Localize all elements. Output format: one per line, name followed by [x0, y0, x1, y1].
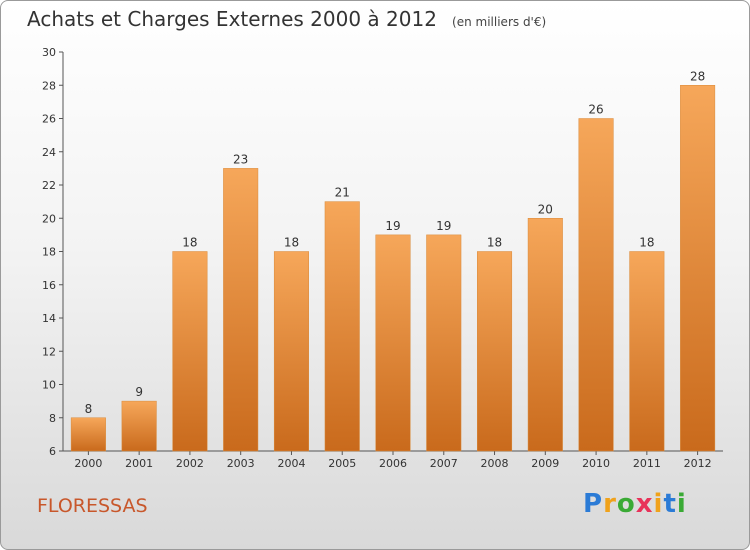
logo-letter: r [603, 489, 617, 519]
x-tick-label: 2004 [277, 457, 305, 470]
value-label: 8 [85, 402, 93, 416]
axes: 6 8 10 12 14 16 18 20 22 24 26 28 30 [42, 46, 723, 458]
bar-2000 [70, 417, 106, 452]
y-tick-label: 10 [42, 379, 56, 392]
x-tick-label: 2012 [684, 457, 712, 470]
y-tick-label: 28 [42, 79, 56, 92]
y-tick-label: 6 [49, 445, 56, 458]
y-tick-label: 24 [42, 146, 56, 159]
x-tick-label: 2007 [430, 457, 458, 470]
x-tick-label: 2005 [328, 457, 356, 470]
logo-letter: P [583, 489, 604, 519]
value-label: 18 [487, 236, 502, 250]
x-tick-label: 2000 [74, 457, 102, 470]
town-name: FLORESSAS [37, 495, 148, 517]
y-tick-label: 16 [42, 279, 56, 292]
value-label: 18 [639, 236, 654, 250]
bar-2007 [426, 234, 462, 452]
y-tick-label: 22 [42, 179, 56, 192]
y-tick-label: 26 [42, 113, 56, 126]
y-tick-label: 14 [42, 312, 56, 325]
x-tick-label: 2009 [531, 457, 559, 470]
bar-2003 [223, 168, 259, 452]
bar-2001 [121, 400, 157, 452]
x-tick-label: 2011 [633, 457, 661, 470]
chart-title: Achats et Charges Externes 2000 à 2012 (… [27, 7, 546, 31]
value-label: 23 [233, 152, 248, 166]
y-tick-label: 8 [49, 412, 56, 425]
value-label: 19 [385, 219, 400, 233]
x-tick-label: 2002 [176, 457, 204, 470]
bar-2012 [680, 85, 716, 452]
logo-letter: i [653, 489, 664, 519]
y-tick-label: 18 [42, 246, 56, 259]
logo-letter: t [663, 489, 677, 519]
value-label: 19 [436, 219, 451, 233]
bar-2011 [629, 251, 665, 452]
bar-2002 [172, 251, 208, 452]
value-label: 18 [284, 236, 299, 250]
y-tick-label: 30 [42, 46, 56, 59]
bar-2010 [578, 118, 614, 452]
proxiti-logo: Proxiti [583, 489, 687, 519]
logo-letter: i [676, 489, 687, 519]
logo-letter: x [635, 489, 654, 519]
x-tick-label: 2001 [125, 457, 153, 470]
logo-letter: o [616, 489, 636, 519]
x-tick-label: 2010 [582, 457, 610, 470]
bars [70, 85, 716, 452]
bar-2006 [375, 234, 411, 452]
bar-2004 [273, 251, 309, 452]
value-label: 20 [538, 202, 553, 216]
chart-unit: (en milliers d'€) [452, 15, 547, 29]
bar-2009 [527, 218, 563, 452]
value-label: 28 [690, 69, 705, 83]
x-tick-label: 2006 [379, 457, 407, 470]
value-label: 21 [335, 186, 350, 200]
y-tick-label: 20 [42, 212, 56, 225]
value-label: 9 [135, 385, 143, 399]
bar-2005 [324, 201, 360, 452]
x-tick-label: 2008 [481, 457, 509, 470]
labels: 2000 8 2001 9 2002 18 2003 23 2004 18 2005 21 2006 19… [74, 69, 711, 470]
x-tick-label: 2003 [227, 457, 255, 470]
chart-title-text: Achats et Charges Externes 2000 à 2012 [27, 7, 437, 31]
y-tick-label: 12 [42, 345, 56, 358]
bar-2008 [477, 251, 513, 452]
value-label: 18 [182, 236, 197, 250]
value-label: 26 [588, 103, 603, 117]
